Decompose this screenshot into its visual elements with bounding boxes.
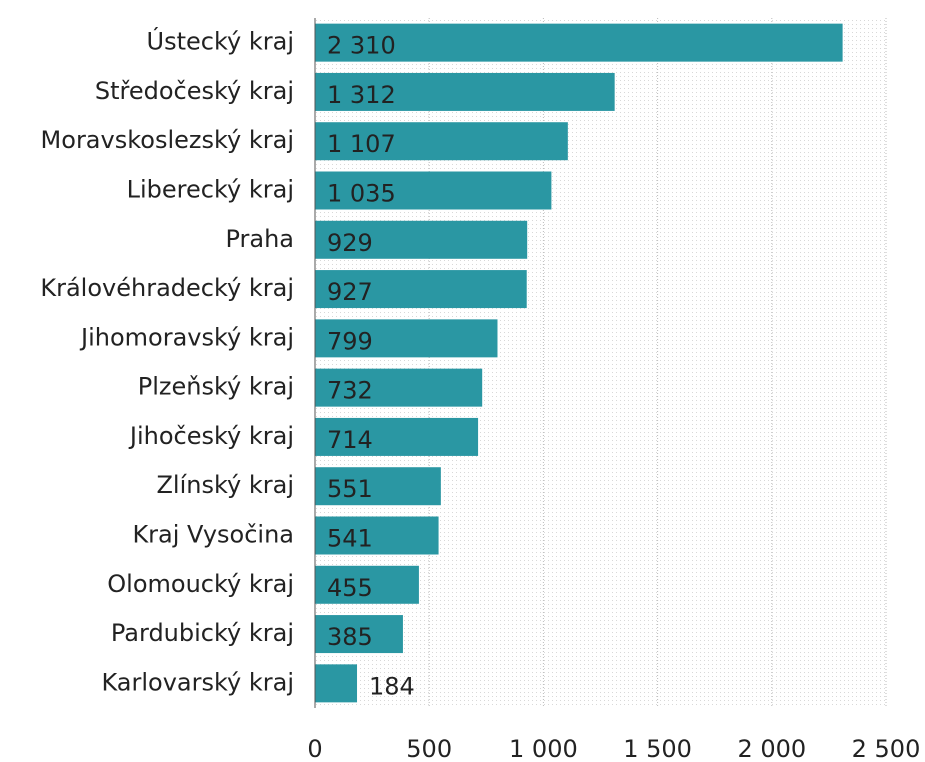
bar (315, 615, 403, 654)
value-label: 1 035 (327, 180, 396, 208)
value-label: 732 (327, 377, 373, 405)
bar (315, 72, 615, 111)
bar (315, 417, 479, 456)
y-tick-label: Kraj Vysočina (132, 521, 294, 549)
x-tick-label: 2 500 (852, 735, 921, 762)
bar (315, 171, 552, 210)
y-tick-label: Ústecký kraj (147, 26, 294, 56)
bar (315, 516, 439, 555)
value-label: 1 107 (327, 130, 396, 158)
bar (315, 467, 441, 506)
y-tick-label: Liberecký kraj (127, 176, 294, 204)
x-tick-label: 1 500 (623, 735, 692, 762)
x-tick-label: 2 000 (737, 735, 806, 762)
value-label: 927 (327, 278, 373, 306)
bar (315, 270, 527, 309)
value-label: 455 (327, 574, 373, 602)
value-label: 714 (327, 426, 373, 454)
y-tick-label: Jihomoravský kraj (79, 323, 294, 351)
bar (315, 368, 483, 407)
x-tick-label: 0 (307, 735, 322, 762)
y-tick-label: Královéhradecký kraj (40, 274, 294, 302)
y-tick-label: Zlínský kraj (156, 471, 294, 499)
y-tick-label: Karlovarský kraj (101, 668, 294, 696)
value-label: 929 (327, 229, 373, 257)
value-label: 184 (369, 672, 415, 700)
y-tick-label: Plzeňský kraj (138, 373, 294, 401)
y-tick-label: Praha (225, 225, 294, 253)
y-tick-label: Jihočeský kraj (128, 422, 294, 450)
value-label: 385 (327, 623, 373, 651)
value-label: 799 (327, 327, 373, 355)
value-label: 2 310 (327, 32, 396, 60)
y-tick-label: Středočeský kraj (95, 77, 294, 105)
bar (315, 23, 843, 62)
plot-background (315, 18, 886, 708)
bar (315, 664, 358, 703)
x-tick-label: 1 000 (509, 735, 578, 762)
value-label: 551 (327, 475, 373, 503)
bar (315, 565, 419, 604)
value-label: 541 (327, 525, 373, 553)
y-tick-label: Moravskoslezský kraj (41, 126, 294, 154)
y-tick-label: Pardubický kraj (111, 619, 294, 647)
bar (315, 122, 568, 161)
y-tick-label: Olomoucký kraj (107, 570, 294, 598)
bar (315, 319, 498, 358)
value-label: 1 312 (327, 81, 396, 109)
x-tick-label: 500 (406, 735, 452, 762)
bar (315, 220, 528, 259)
